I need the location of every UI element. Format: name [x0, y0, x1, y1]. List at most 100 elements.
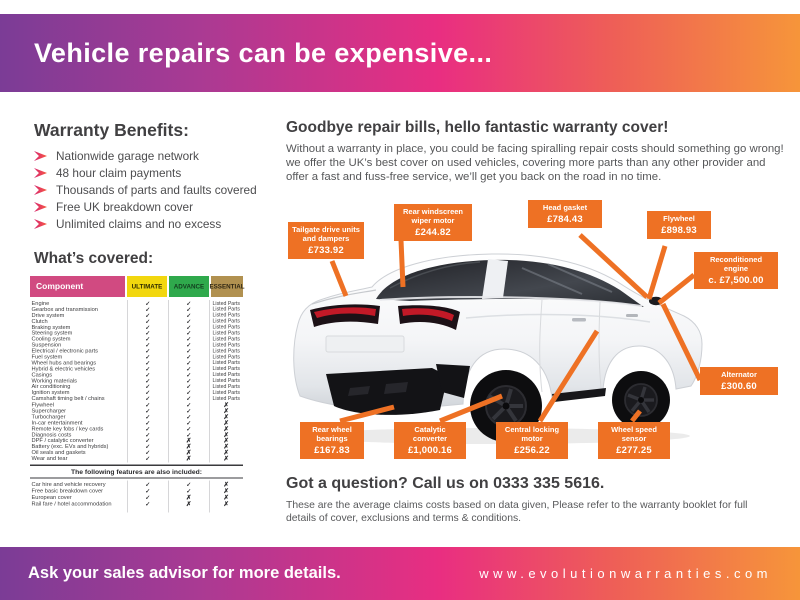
listed-parts-cell: Listed Parts [209, 329, 243, 337]
chevron-bullet-icon [34, 202, 47, 212]
check-cell: ✓ [127, 371, 168, 379]
callout-rear-windscreen-wiper-motor: Rear windscreen wiper motor £244.82 [394, 204, 472, 242]
listed-parts-cell: Listed Parts [209, 395, 243, 403]
table-row: Camshaft timing belt / chains ✓ ✓ Listed Pa… [30, 395, 243, 403]
component-name: Camshaft timing belt / chains [31, 395, 105, 402]
check-cell: ✓ [127, 442, 168, 451]
cross-cell: ✗ [168, 493, 209, 502]
table-row: Rail fare / hotel accommodation ✓ ✗ ✗ [30, 500, 243, 509]
benefit-item: Thousands of parts and faults covered [34, 183, 264, 197]
check-cell: ✓ [168, 347, 209, 355]
cross-cell: ✗ [209, 430, 243, 439]
check-cell: ✓ [127, 323, 168, 331]
listed-parts-cell: Listed Parts [209, 335, 243, 343]
cross-cell: ✗ [209, 424, 243, 433]
component-name: Gearbox and transmission [31, 306, 98, 313]
callout-rear-wheel-bearings: Rear wheel bearings £167.83 [300, 422, 364, 460]
check-cell: ✓ [168, 377, 209, 385]
cross-cell: ✗ [209, 401, 243, 410]
benefit-label: Free UK breakdown cover [56, 200, 194, 214]
check-cell: ✓ [168, 300, 209, 307]
component-name: Casings [31, 371, 53, 378]
listed-parts-cell: Listed Parts [209, 323, 243, 331]
component-name: Drive system [31, 312, 65, 319]
covered-title: What’s covered: [34, 250, 154, 267]
column-header-advance: ADVANCE [169, 276, 209, 297]
listed-parts-cell: Listed Parts [209, 371, 243, 379]
check-cell: ✓ [127, 500, 168, 509]
listed-parts-cell: Listed Parts [209, 347, 243, 355]
benefit-item: Nationwide garage network [34, 149, 264, 163]
callout-price: £898.93 [661, 225, 697, 237]
component-name: Remote key fobs / key cards [31, 425, 104, 432]
benefit-label: Nationwide garage network [56, 149, 199, 163]
bottom-banner: Ask your sales advisor for more details.… [0, 547, 800, 600]
callout-central-locking-motor: Central locking motor £256.22 [496, 422, 568, 460]
table-row: European cover ✓ ✗ ✗ [30, 493, 243, 502]
cross-cell: ✗ [168, 448, 209, 457]
callout-wheel-speed-sensor: Wheel speed sensor £277.25 [598, 422, 670, 460]
table-row: Car hire and vehicle recovery ✓ ✓ ✗ [30, 480, 243, 489]
component-name: DPF / catalytic converter [31, 437, 94, 444]
check-cell: ✓ [168, 383, 209, 391]
callout-label: Alternator [721, 370, 757, 379]
component-name: Rail fare / hotel accommodation [31, 501, 112, 508]
callout-label: Tailgate drive units and dampers [292, 225, 360, 243]
component-name: Braking system [31, 324, 71, 331]
callout-price: £244.82 [415, 227, 451, 239]
check-cell: ✓ [127, 412, 168, 421]
contact-note: These are the average claims costs based… [286, 500, 748, 525]
check-cell: ✓ [127, 305, 168, 313]
callout-price: £167.83 [314, 445, 350, 457]
check-cell: ✓ [168, 341, 209, 349]
footer-website-text: www.evolutionwarranties.com [479, 566, 772, 581]
benefit-label: Unlimited claims and no excess [56, 217, 222, 231]
table-row: Fuel system ✓ ✓ Listed Parts [30, 353, 243, 361]
listed-parts-cell: Listed Parts [209, 305, 243, 313]
table-row: Electrical / electronic parts ✓ ✓ Listed Pa… [30, 347, 243, 355]
callout-label: Flywheel [663, 214, 695, 223]
check-cell: ✓ [168, 359, 209, 367]
check-cell: ✓ [127, 395, 168, 403]
callout-label: Central locking motor [504, 425, 560, 443]
table-row: DPF / catalytic converter ✓ ✗ ✗ [30, 436, 243, 445]
contact-title: Got a question? Call us on 0333 335 5616… [286, 475, 605, 492]
check-cell: ✓ [168, 412, 209, 421]
car-illustration [293, 253, 703, 444]
benefits-list: Nationwide garage network 48 hour claim p… [34, 149, 264, 235]
empty-cell [168, 506, 209, 513]
check-cell: ✓ [127, 329, 168, 337]
table-row: Cooling system ✓ ✓ Listed Parts [30, 335, 243, 343]
table-row: Oil seals and gaskets ✓ ✗ ✗ [30, 448, 243, 457]
callout-catalytic-converter: Catalytic converter £1,000.16 [394, 422, 466, 460]
component-name: Electrical / electronic parts [31, 348, 98, 355]
component-name: Turbocharger [31, 413, 66, 420]
component-name: Flywheel [31, 402, 54, 409]
check-cell: ✓ [127, 311, 168, 319]
table-row: Braking system ✓ ✓ Listed Parts [30, 323, 243, 331]
check-cell: ✓ [127, 436, 168, 445]
chevron-bullet-icon [34, 219, 47, 229]
table-row: Air conditioning ✓ ✓ Listed Parts [30, 383, 243, 391]
check-cell: ✓ [168, 311, 209, 319]
callout-price: £300.60 [721, 381, 757, 393]
check-cell: ✓ [127, 407, 168, 416]
table-row: In-car entertainment ✓ ✓ ✗ [30, 418, 243, 427]
table-row: Working materials ✓ ✓ Listed Parts [30, 377, 243, 385]
component-name: European cover [31, 494, 72, 501]
listed-parts-cell: Listed Parts [209, 389, 243, 397]
benefit-item: Free UK breakdown cover [34, 200, 264, 214]
check-cell: ✓ [168, 323, 209, 331]
benefit-label: 48 hour claim payments [56, 166, 182, 180]
benefits-title: Warranty Benefits: [34, 120, 189, 140]
check-cell: ✓ [168, 365, 209, 373]
listed-parts-cell: Listed Parts [209, 341, 243, 349]
table-row: Drive system ✓ ✓ Listed Parts [30, 311, 243, 319]
cross-cell: ✗ [168, 436, 209, 445]
coverage-table-body: Engine ✓ ✓ Listed Parts Gearbox and transmis… [30, 300, 243, 463]
check-cell: ✓ [127, 448, 168, 457]
component-name: Fuel system [31, 354, 63, 361]
chevron-bullet-icon [34, 185, 47, 195]
coverage-table: Component ULTIMATE ADVANCE ESSENTIAL Eng… [30, 276, 245, 513]
column-header-component: Component [30, 276, 125, 297]
